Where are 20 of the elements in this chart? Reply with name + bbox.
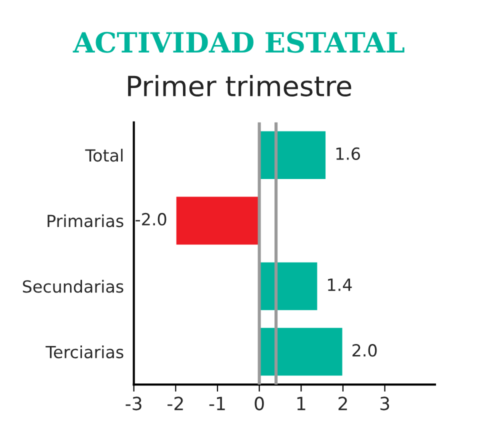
x-tick-label: -1 bbox=[209, 396, 225, 410]
x-tick-label: 3 bbox=[380, 396, 390, 410]
y-tick-label: Total bbox=[85, 148, 123, 162]
data-label: 1.4 bbox=[328, 278, 352, 291]
x-tick-label: 2 bbox=[338, 396, 347, 410]
y-tick-label: Secundarias bbox=[22, 280, 124, 293]
chart-title: ACTIVIDAD ESTATAL bbox=[72, 32, 404, 53]
x-tick-label: 0 bbox=[254, 396, 264, 410]
bar bbox=[258, 326, 344, 378]
x-tick-label: -3 bbox=[126, 396, 142, 410]
y-tick-label: Primarias bbox=[48, 214, 124, 228]
data-label: 1.6 bbox=[336, 147, 360, 160]
x-tick-label: -2 bbox=[168, 396, 183, 410]
data-label: -2.0 bbox=[136, 212, 166, 226]
bar bbox=[258, 130, 327, 180]
x-tick-label: 1 bbox=[297, 396, 306, 410]
data-label: 2.0 bbox=[352, 344, 377, 357]
chart-subtitle: Primer trimestre bbox=[128, 75, 352, 97]
y-tick-label: Terciarias bbox=[46, 345, 124, 358]
bar bbox=[258, 260, 319, 312]
